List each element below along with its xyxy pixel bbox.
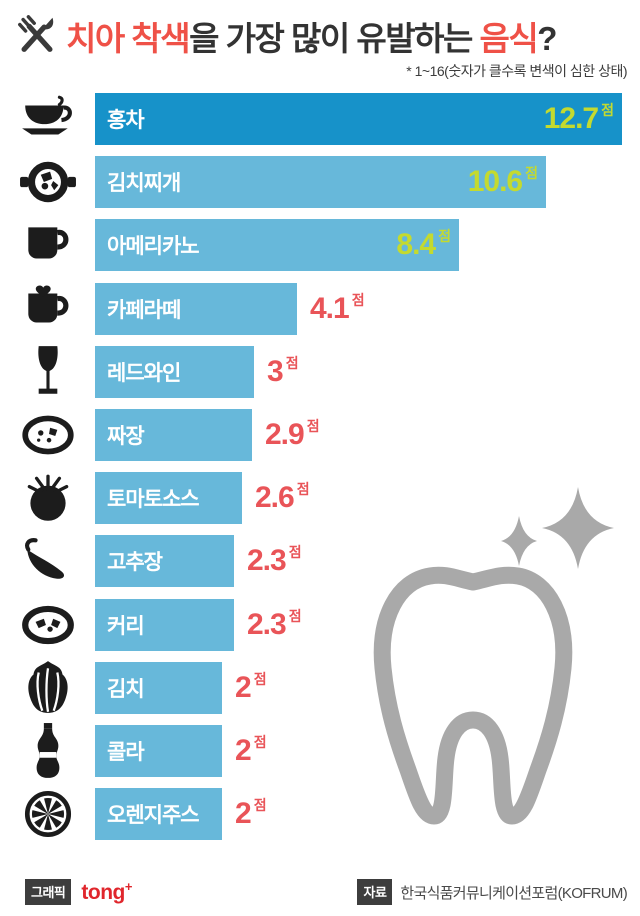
bar-label: 오렌지주스 bbox=[107, 804, 200, 828]
source: 자료 한국식품커뮤니케이션포럼(KOFRUM) bbox=[357, 879, 628, 905]
value-unit: 점 bbox=[525, 165, 538, 182]
chili-pepper-icon bbox=[8, 532, 88, 590]
bar-row: 오렌지주스 2 점 bbox=[0, 785, 640, 843]
bar-row: 고추장 2.3 점 bbox=[0, 532, 640, 590]
value-unit: 점 bbox=[296, 481, 310, 498]
value-unit: 점 bbox=[288, 544, 302, 561]
wine-glass-icon bbox=[8, 343, 88, 401]
bar-row: 김치찌개 10.6 점 bbox=[0, 153, 640, 211]
bar-row: 토마토소스 2.6 점 bbox=[0, 469, 640, 527]
bar-row: 레드와인 3 점 bbox=[0, 343, 640, 401]
bar-label: 커리 bbox=[107, 614, 145, 638]
napa-cabbage-icon bbox=[8, 659, 88, 717]
bar-value: 8.4 점 bbox=[396, 228, 451, 262]
bar-value: 2.3 점 bbox=[247, 544, 302, 578]
value-unit: 점 bbox=[306, 418, 320, 434]
value-unit: 점 bbox=[351, 291, 365, 308]
credit-badge: 그래픽 bbox=[25, 879, 72, 905]
title-segment: 음식 bbox=[479, 20, 539, 57]
value-unit: 점 bbox=[253, 670, 267, 687]
bar: 아메리카노 8.4 점 bbox=[95, 219, 459, 272]
bar: 토마토소스 bbox=[95, 472, 242, 525]
tong-logo: tong+ bbox=[81, 879, 132, 904]
bar: 카페라떼 bbox=[95, 282, 297, 335]
bar: 고추장 bbox=[95, 535, 234, 588]
bar-row: 홍차 12.7 점 bbox=[0, 93, 640, 145]
bar: 짜장 bbox=[95, 409, 252, 461]
bar-label: 토마토소스 bbox=[107, 488, 200, 512]
bar-value: 10.6 점 bbox=[467, 165, 538, 199]
bar-value: 2.3 점 bbox=[247, 607, 302, 641]
bar: 김치찌개 10.6 점 bbox=[95, 156, 546, 209]
bar-row: 커리 2.3 점 bbox=[0, 596, 640, 654]
bar-value: 12.7 점 bbox=[543, 102, 614, 135]
tooth-icon bbox=[373, 566, 573, 825]
cola-bottle-icon bbox=[8, 722, 88, 780]
credit: 그래픽 tong+ bbox=[25, 879, 132, 905]
orange-slice-icon bbox=[8, 785, 88, 843]
sparkle-small-icon bbox=[501, 516, 537, 566]
bar-label: 김치 bbox=[107, 677, 145, 701]
bar-label: 짜장 bbox=[107, 425, 145, 448]
bar-value: 2.9 점 bbox=[265, 418, 320, 451]
value-unit: 점 bbox=[601, 102, 614, 118]
bar-label: 홍차 bbox=[107, 109, 145, 132]
scale-note: * 1~16(숫자가 클수록 변색이 심한 상태) bbox=[406, 63, 627, 79]
bar: 홍차 12.7 점 bbox=[95, 93, 622, 145]
source-text: 한국식품커뮤니케이션포럼(KOFRUM) bbox=[400, 884, 627, 902]
curry-bowl-icon bbox=[8, 596, 88, 654]
bar-row: 김치 2 점 bbox=[0, 659, 640, 717]
bar-label: 레드와인 bbox=[107, 361, 181, 385]
fork-knife-icon bbox=[18, 15, 54, 52]
bar-row: 짜장 2.9 점 bbox=[0, 409, 640, 461]
stew-pot-icon bbox=[8, 153, 88, 211]
bar: 콜라 bbox=[95, 725, 222, 777]
coffee-mug-icon bbox=[8, 216, 88, 274]
bar: 오렌지주스 bbox=[95, 788, 222, 841]
title-segment: ? bbox=[537, 20, 557, 57]
page-title: 치아 착색을 가장 많이 유발하는 음식? bbox=[66, 12, 636, 60]
title-segment: 치아 착색 bbox=[66, 20, 191, 57]
bar: 레드와인 bbox=[95, 345, 254, 398]
bar-label: 카페라떼 bbox=[107, 298, 181, 322]
bar: 커리 bbox=[95, 598, 234, 651]
bar-label: 아메리카노 bbox=[107, 235, 200, 259]
title-segment: 을 가장 많이 유발하는 bbox=[189, 20, 480, 57]
source-badge: 자료 bbox=[357, 879, 393, 905]
bar-label: 콜라 bbox=[107, 741, 145, 764]
tomato-icon bbox=[8, 469, 88, 527]
sparkling-tooth-graphic bbox=[373, 487, 614, 825]
bar-row: 아메리카노 8.4 점 bbox=[0, 216, 640, 274]
noodle-bowl-icon bbox=[8, 406, 88, 464]
value-unit: 점 bbox=[285, 354, 299, 371]
bar-value: 2.6 점 bbox=[255, 481, 310, 515]
latte-mug-icon bbox=[8, 280, 88, 338]
bar-label: 김치찌개 bbox=[107, 172, 181, 196]
teacup-icon bbox=[8, 90, 88, 148]
bar: 김치 bbox=[95, 661, 222, 714]
value-unit: 점 bbox=[288, 607, 302, 624]
bar-label: 고추장 bbox=[107, 551, 163, 575]
bar-value: 4.1 점 bbox=[310, 291, 365, 325]
bar-row: 카페라떼 4.1 점 bbox=[0, 280, 640, 338]
sparkle-large-icon bbox=[542, 487, 614, 569]
value-unit: 점 bbox=[438, 228, 451, 245]
value-unit: 점 bbox=[253, 734, 267, 750]
bar-row: 콜라 2 점 bbox=[0, 722, 640, 780]
value-unit: 점 bbox=[253, 797, 267, 814]
